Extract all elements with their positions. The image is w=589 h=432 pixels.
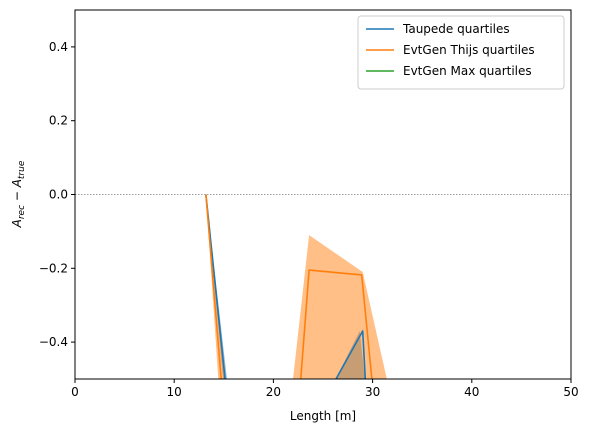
legend-entry: EvtGen Thijs quartiles	[403, 43, 535, 57]
y-tick-label: 0.0	[49, 188, 68, 202]
legend-entry: EvtGen Max quartiles	[403, 64, 532, 78]
y-tick-label: −0.4	[39, 335, 68, 349]
y-axis: −0.4 −0.2 0.0 0.2 0.4	[39, 40, 75, 349]
x-tick-label: 50	[563, 385, 578, 399]
median-line-series-1	[205, 194, 373, 379]
x-axis-label: Length [m]	[290, 409, 356, 423]
x-tick-label: 0	[71, 385, 79, 399]
x-tick-label: 40	[464, 385, 479, 399]
y-tick-label: 0.4	[49, 40, 68, 54]
y-tick-label: −0.2	[39, 261, 68, 275]
median-line-series-0	[205, 194, 367, 379]
x-tick-label: 10	[167, 385, 182, 399]
legend: Taupede quartiles EvtGen Thijs quartiles E…	[357, 15, 565, 90]
legend-box	[357, 15, 565, 90]
x-axis: 0 10 20 30 40 50	[71, 379, 579, 399]
y-axis-label: Arec − Atrue	[10, 160, 27, 228]
y-tick-label: 0.2	[49, 114, 68, 128]
x-tick-label: 30	[365, 385, 380, 399]
bands-layer	[205, 194, 387, 379]
x-tick-label: 20	[266, 385, 281, 399]
legend-entry: Taupede quartiles	[402, 22, 510, 36]
lines-layer	[205, 194, 373, 379]
